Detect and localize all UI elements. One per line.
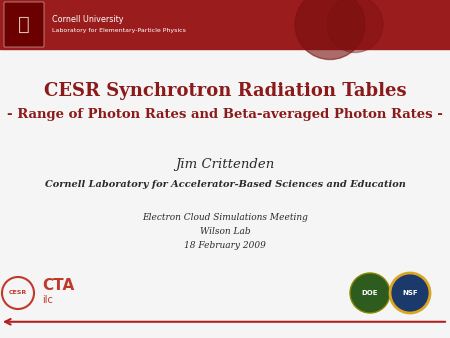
- Text: - Range of Photon Rates and Beta-averaged Photon Rates -: - Range of Photon Rates and Beta-average…: [7, 107, 443, 121]
- Text: Wilson Lab: Wilson Lab: [200, 226, 250, 236]
- Text: CESR: CESR: [9, 290, 27, 295]
- Text: Cornell Laboratory for Accelerator-Based Sciences and Education: Cornell Laboratory for Accelerator-Based…: [45, 179, 405, 189]
- Circle shape: [350, 273, 390, 313]
- Text: Jim Crittenden: Jim Crittenden: [176, 158, 274, 170]
- Text: Laboratory for Elementary-Particle Physics: Laboratory for Elementary-Particle Physi…: [52, 28, 186, 33]
- Circle shape: [390, 273, 430, 313]
- Text: NSF: NSF: [402, 290, 418, 296]
- Circle shape: [295, 0, 365, 59]
- Text: 18 February 2009: 18 February 2009: [184, 241, 266, 249]
- Bar: [0, 49, 450, 338]
- Text: ilc: ilc: [42, 295, 53, 305]
- FancyBboxPatch shape: [4, 2, 44, 47]
- Text: Cornell University: Cornell University: [52, 15, 123, 24]
- Text: CESR Synchrotron Radiation Tables: CESR Synchrotron Radiation Tables: [44, 82, 406, 100]
- Circle shape: [327, 0, 383, 52]
- Text: Electron Cloud Simulations Meeting: Electron Cloud Simulations Meeting: [142, 213, 308, 221]
- Text: 🏛: 🏛: [18, 15, 30, 34]
- Bar: [0, 0, 450, 49]
- Text: DOE: DOE: [362, 290, 378, 296]
- Text: CTA: CTA: [42, 279, 74, 293]
